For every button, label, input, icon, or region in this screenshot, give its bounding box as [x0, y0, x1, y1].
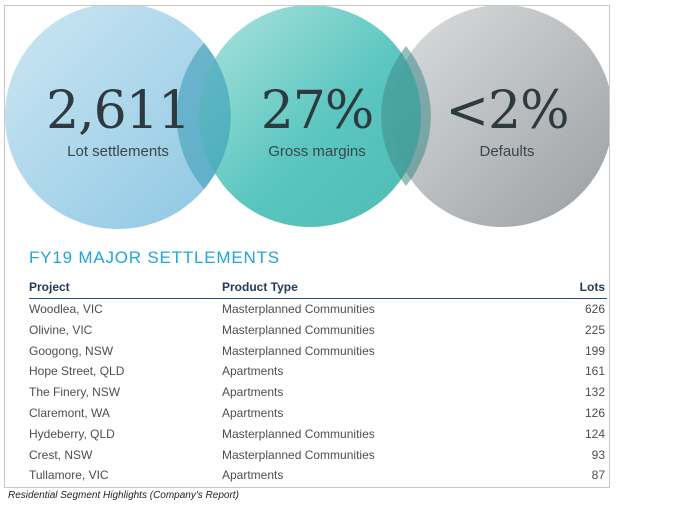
table-row: Woodlea, VIC Masterplanned Communities 6…: [29, 299, 607, 320]
cell-lots: 161: [584, 364, 605, 379]
stat-value: 27%: [260, 81, 375, 141]
table-row: Olivine, VIC Masterplanned Communities 2…: [29, 320, 607, 341]
cell-project: Olivine, VIC: [29, 322, 93, 337]
cell-project: Googong, NSW: [29, 343, 114, 358]
stat-gross-margins: 27% Gross margins: [217, 81, 417, 160]
stat-label: Gross margins: [268, 143, 366, 160]
figure-caption: Residential Segment Highlights (Company'…: [8, 490, 239, 501]
column-header-product-type: Product Type: [222, 277, 549, 299]
stat-label: Lot settlements: [67, 143, 169, 160]
cell-project: The Finery, NSW: [29, 385, 121, 400]
stat-value: <2%: [445, 81, 569, 141]
cell-product-type: Masterplanned Communities: [222, 426, 375, 441]
cell-project: Claremont, WA: [29, 405, 110, 420]
stat-defaults: <2% Defaults: [407, 81, 607, 160]
stat-value: 2,611: [46, 81, 191, 141]
column-header-lots: Lots: [548, 277, 607, 299]
table-row: Hope Street, QLD Apartments 161: [29, 361, 607, 382]
venn-circles: [5, 6, 609, 229]
cell-product-type: Apartments: [222, 405, 284, 420]
cell-project: Tullamore, VIC: [29, 468, 109, 483]
cell-lots: 124: [584, 426, 605, 441]
table-row: Crest, NSW Masterplanned Communities 93: [29, 445, 607, 466]
settlements-table: Project Product Type Lots Woodlea, VIC M…: [29, 277, 607, 486]
table-row: Tullamore, VIC Apartments 87: [29, 465, 607, 486]
cell-lots: 199: [584, 343, 605, 358]
cell-lots: 626: [584, 302, 605, 316]
stat-label: Defaults: [479, 143, 535, 160]
overlap-teal-gray: [381, 46, 431, 186]
cell-product-type: Apartments: [222, 364, 284, 379]
cell-product-type: Masterplanned Communities: [222, 322, 375, 337]
report-panel: 2,611 Lot settlements 27% Gross margins …: [4, 5, 610, 488]
column-header-project: Project: [29, 277, 222, 299]
cell-project: Hydeberry, QLD: [29, 426, 115, 441]
stat-lot-settlements: 2,611 Lot settlements: [18, 81, 218, 160]
cell-product-type: Masterplanned Communities: [222, 343, 375, 358]
circle-gross-margins: [199, 6, 421, 227]
table-row: Googong, NSW Masterplanned Communities 1…: [29, 341, 607, 362]
table-row: The Finery, NSW Apartments 132: [29, 382, 607, 403]
table-row: Claremont, WA Apartments 126: [29, 403, 607, 424]
cell-lots: 126: [584, 405, 605, 420]
table-header-row: Project Product Type Lots: [29, 277, 607, 299]
circle-defaults: [391, 6, 609, 227]
cell-product-type: Apartments: [222, 385, 284, 400]
overlap-blue-teal: [176, 43, 231, 189]
cell-lots: 87: [591, 468, 605, 483]
circle-lot-settlements: [5, 6, 231, 229]
cell-project: Hope Street, QLD: [29, 364, 125, 379]
stats-venn: 2,611 Lot settlements 27% Gross margins …: [5, 6, 609, 231]
cell-lots: 225: [584, 322, 605, 337]
cell-product-type: Masterplanned Communities: [222, 447, 375, 462]
cell-project: Crest, NSW: [29, 447, 93, 462]
cell-product-type: Masterplanned Communities: [222, 302, 375, 316]
table-row: Hydeberry, QLD Masterplanned Communities…: [29, 424, 607, 445]
cell-lots: 93: [591, 447, 605, 462]
section-title: FY19 MAJOR SETTLEMENTS: [29, 248, 280, 267]
cell-project: Woodlea, VIC: [29, 302, 103, 316]
cell-product-type: Apartments: [222, 468, 284, 483]
cell-lots: 132: [584, 385, 605, 400]
